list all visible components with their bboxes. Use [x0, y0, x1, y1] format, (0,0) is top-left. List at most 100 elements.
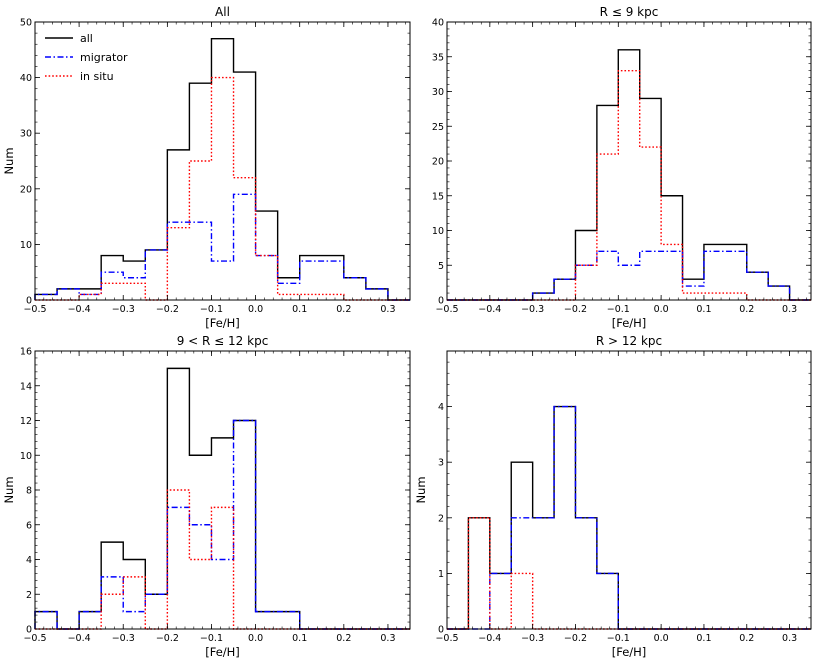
panel-1: −0.5 −0.4 −0.3 −0.2 −0.1 0.0 0.1 0.2 0.3 0 10 20 30 4… [2, 5, 411, 330]
x-tick-label: 0.0 [654, 633, 669, 644]
y-tick-label: 1 [438, 569, 444, 580]
x-tick-label: 0.3 [380, 633, 395, 644]
y-tick-label: 2 [438, 513, 444, 524]
x-axis-label: [Fe/H] [612, 645, 647, 659]
x-tick-label: −0.2 [564, 633, 587, 644]
y-tick-label: 30 [432, 87, 444, 98]
series-line-migrator [447, 250, 811, 301]
series-line-all [447, 405, 811, 630]
series-line-migrator [447, 405, 811, 630]
x-tick-label: −0.3 [112, 633, 135, 644]
y-tick-label: 20 [432, 157, 444, 168]
y-tick-label: 16 [20, 347, 32, 358]
y-tick-label: 14 [20, 381, 32, 392]
x-tick-label: −0.1 [200, 304, 223, 315]
series-line-migrator [34, 419, 410, 630]
panel-title: R > 12 kpc [596, 334, 662, 348]
x-tick-label: −0.2 [564, 304, 587, 315]
x-tick-label: 0.1 [292, 633, 307, 644]
x-tick-label: 0.1 [292, 304, 307, 315]
x-tick-label: 0.3 [782, 633, 797, 644]
y-tick-label: 35 [432, 52, 444, 63]
axes-frame [446, 350, 812, 630]
panel-4: −0.5 −0.4 −0.3 −0.2 −0.1 0.0 0.1 0.2 0.3 0 1 2 3 4 R >… [414, 334, 812, 659]
x-tick-label: −0.3 [521, 304, 544, 315]
legend: all migrator in situ [45, 32, 128, 83]
y-tick-label: 40 [432, 18, 444, 29]
panel-title: 9 < R ≤ 12 kpc [177, 334, 269, 348]
x-tick-label: 0.0 [248, 304, 263, 315]
x-tick-label: −0.1 [200, 633, 223, 644]
legend-label-in-situ: in situ [80, 70, 114, 83]
x-tick-label: −0.1 [607, 633, 630, 644]
x-tick-label: −0.4 [68, 304, 91, 315]
series-line-migrator [34, 193, 410, 301]
y-tick-label: 6 [26, 520, 32, 531]
axes-frame [34, 21, 411, 301]
y-tick-label: 0 [26, 296, 32, 307]
y-tick-label: 30 [20, 129, 32, 140]
series-line-all [447, 49, 811, 301]
y-tick-label: 5 [438, 261, 444, 272]
series-line-in-situ [35, 76, 410, 301]
legend-label-migrator: migrator [80, 51, 128, 64]
x-tick-label: 0.3 [782, 304, 797, 315]
y-tick-label: 10 [20, 451, 32, 462]
x-tick-label: −0.3 [112, 304, 135, 315]
y-tick-label: 15 [432, 191, 444, 202]
x-tick-label: −0.2 [156, 304, 179, 315]
x-tick-label: 0.0 [248, 633, 263, 644]
y-tick-label: 12 [20, 416, 32, 427]
y-tick-label: 4 [438, 402, 444, 413]
series-line-all [34, 37, 410, 301]
y-tick-label: 0 [26, 625, 32, 636]
panel-title: R ≤ 9 kpc [600, 5, 659, 19]
series-line-in-situ [447, 69, 811, 301]
x-tick-label: −0.5 [435, 304, 458, 315]
series-line-all [34, 367, 410, 630]
y-tick-label: 8 [26, 486, 32, 497]
y-tick-label: 40 [20, 73, 32, 84]
series-line-in-situ [35, 489, 410, 630]
x-tick-label: −0.5 [435, 633, 458, 644]
x-tick-label: 0.1 [696, 304, 711, 315]
y-tick-label: 50 [20, 18, 32, 29]
x-tick-label: −0.1 [607, 304, 630, 315]
y-tick-label: 3 [438, 458, 444, 469]
y-tick-label: 10 [20, 240, 32, 251]
x-tick-label: −0.2 [156, 633, 179, 644]
x-axis-label: [Fe/H] [205, 316, 240, 330]
panel-title: All [215, 5, 230, 19]
x-axis-label: [Fe/H] [612, 316, 647, 330]
x-tick-label: 0.0 [654, 304, 669, 315]
y-tick-label: 2 [26, 590, 32, 601]
y-tick-label: 0 [438, 296, 444, 307]
x-tick-label: −0.4 [68, 633, 91, 644]
y-tick-label: 10 [432, 226, 444, 237]
y-tick-label: 25 [432, 122, 444, 133]
x-tick-label: −0.4 [478, 304, 501, 315]
x-tick-label: 0.3 [380, 304, 395, 315]
panel-3: −0.5 −0.4 −0.3 −0.2 −0.1 0.0 0.1 0.2 0.3 0 2 4 6 8 10 1… [2, 334, 411, 659]
axes-frame [446, 21, 812, 301]
y-axis-label: Num [2, 476, 16, 503]
x-tick-label: 0.2 [739, 304, 754, 315]
y-tick-label: 0 [438, 625, 444, 636]
axes-frame [34, 350, 411, 630]
y-axis-label: Num [2, 147, 16, 174]
x-tick-label: −0.3 [521, 633, 544, 644]
x-tick-label: −0.5 [23, 633, 46, 644]
x-tick-label: 0.2 [336, 304, 351, 315]
x-tick-label: 0.2 [336, 633, 351, 644]
legend-label-all: all [80, 32, 93, 45]
panel-2: −0.5 −0.4 −0.3 −0.2 −0.1 0.0 0.1 0.2 0.3 0 5 10 15 20… [432, 5, 812, 330]
y-tick-label: 20 [20, 184, 32, 195]
y-axis-label: Num [414, 476, 428, 503]
x-tick-label: −0.5 [23, 304, 46, 315]
x-tick-label: −0.4 [478, 633, 501, 644]
x-tick-label: 0.2 [739, 633, 754, 644]
y-tick-label: 4 [26, 555, 32, 566]
x-tick-label: 0.1 [696, 633, 711, 644]
x-axis-label: [Fe/H] [205, 645, 240, 659]
